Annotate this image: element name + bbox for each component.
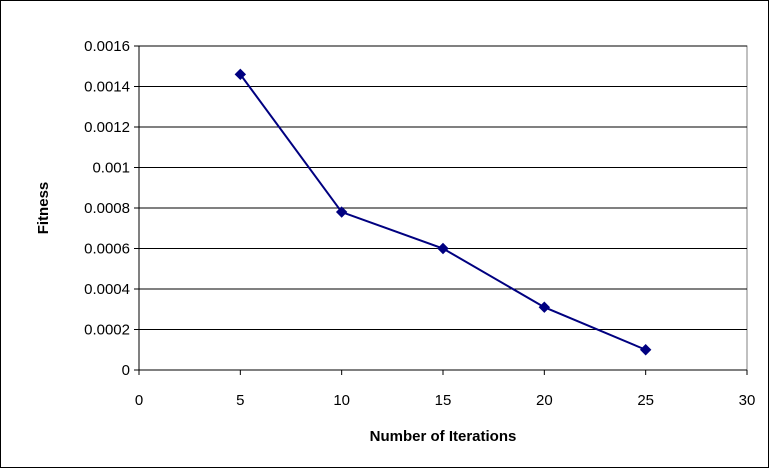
x-tick-label: 10 <box>333 392 350 409</box>
x-tick-label: 25 <box>637 392 654 409</box>
x-tick-label: 15 <box>435 392 452 409</box>
x-axis-title: Number of Iterations <box>370 428 517 445</box>
y-tick-label: 0.0016 <box>84 38 130 55</box>
y-tick-label: 0.0004 <box>84 281 130 298</box>
data-point-marker <box>538 301 551 313</box>
y-tick-label: 0 <box>122 362 130 379</box>
y-tick-label: 0.0014 <box>84 79 130 96</box>
series <box>234 68 652 356</box>
x-tick-label: 5 <box>236 392 244 409</box>
y-tick-label: 0.0008 <box>84 200 130 217</box>
y-ticks: 0 0.0002 0.0004 0.0006 0.0008 0.001 0.0012 0.00… <box>84 38 139 379</box>
data-point-marker <box>437 242 449 255</box>
y-tick-label: 0.0006 <box>84 241 130 258</box>
x-tick-label: 30 <box>739 392 756 409</box>
y-tick-label: 0.001 <box>92 160 130 177</box>
data-point-marker <box>639 344 652 356</box>
x-tick-label: 0 <box>135 392 143 409</box>
gridlines <box>139 45 747 330</box>
data-point-marker <box>234 68 247 81</box>
x-tick-label: 20 <box>536 392 553 409</box>
x-ticks: 0 5 10 15 20 25 30 <box>135 370 756 409</box>
y-tick-label: 0.0002 <box>84 322 130 339</box>
y-tick-label: 0.0012 <box>84 119 130 136</box>
y-axis-title: Fitness <box>35 182 52 235</box>
data-point-marker <box>335 206 348 218</box>
